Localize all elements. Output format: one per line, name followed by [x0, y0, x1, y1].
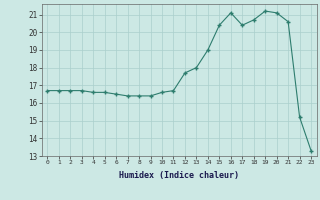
X-axis label: Humidex (Indice chaleur): Humidex (Indice chaleur) [119, 171, 239, 180]
